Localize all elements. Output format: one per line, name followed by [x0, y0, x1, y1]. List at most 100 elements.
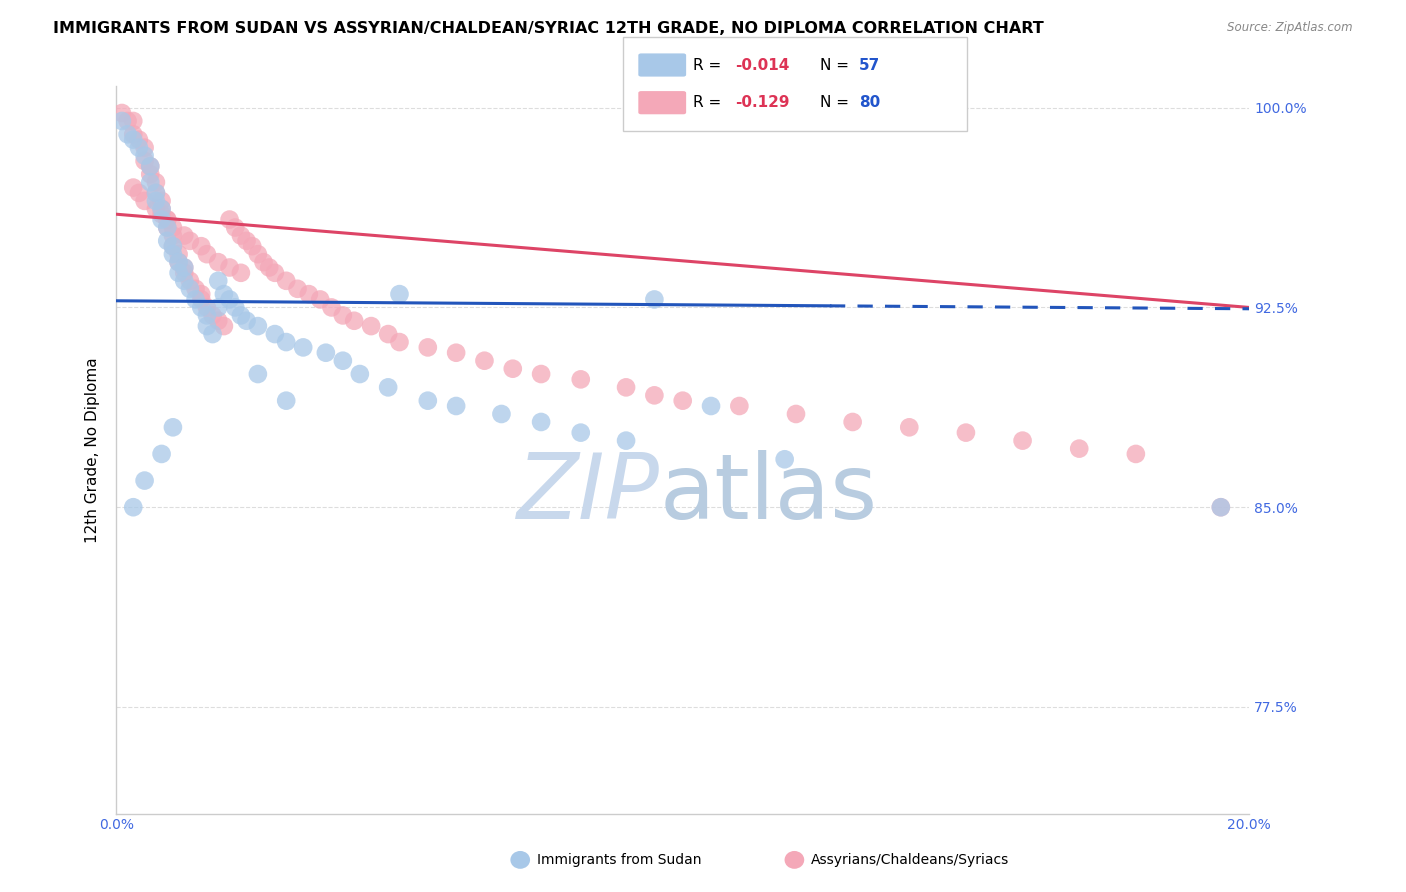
Point [190, 287, 212, 301]
Point [207, 255, 229, 269]
Point [150, 207, 173, 221]
Point [150, 202, 173, 216]
Point [360, 319, 382, 334]
Point [195, 309, 218, 323]
Text: Source: ZipAtlas.com: Source: ZipAtlas.com [1227, 21, 1353, 35]
Point [173, 260, 195, 275]
Point [207, 314, 229, 328]
Point [134, 148, 156, 162]
Point [162, 220, 184, 235]
Point [145, 194, 167, 208]
Point [145, 202, 167, 216]
Point [184, 293, 207, 307]
Point [276, 393, 298, 408]
Point [502, 361, 524, 376]
Point [122, 114, 145, 128]
Point [377, 327, 399, 342]
Point [145, 175, 167, 189]
Point [235, 314, 257, 328]
Point [162, 420, 184, 434]
Point [195, 247, 218, 261]
Point [1209, 500, 1232, 515]
Point [128, 133, 150, 147]
Point [190, 301, 212, 315]
Point [672, 393, 695, 408]
Point [162, 239, 184, 253]
Point [321, 301, 343, 315]
Point [122, 133, 145, 147]
Point [343, 314, 366, 328]
Point [150, 447, 173, 461]
Text: 57: 57 [859, 57, 880, 72]
Point [139, 159, 162, 173]
Point [315, 345, 337, 359]
Point [156, 212, 179, 227]
Text: 80: 80 [859, 95, 880, 111]
Point [156, 220, 179, 235]
Point [643, 388, 665, 402]
Point [252, 255, 274, 269]
Point [195, 319, 218, 334]
Point [257, 260, 280, 275]
Point [309, 293, 332, 307]
Point [388, 287, 411, 301]
Point [276, 274, 298, 288]
Point [224, 301, 246, 315]
Point [167, 247, 190, 261]
Point [134, 194, 156, 208]
Point [841, 415, 863, 429]
Point [117, 114, 139, 128]
Point [773, 452, 796, 467]
Point [416, 340, 439, 354]
Point [117, 128, 139, 142]
Point [246, 319, 269, 334]
Point [179, 274, 201, 288]
Point [569, 425, 592, 440]
Point [134, 140, 156, 154]
Point [388, 334, 411, 349]
Text: R =: R = [693, 57, 727, 72]
Point [1011, 434, 1033, 448]
Point [530, 367, 553, 381]
Point [349, 367, 371, 381]
Point [218, 212, 240, 227]
Text: -0.129: -0.129 [735, 95, 790, 111]
Point [292, 340, 315, 354]
Point [728, 399, 751, 413]
Point [229, 309, 252, 323]
Point [150, 202, 173, 216]
Text: R =: R = [693, 95, 727, 111]
Point [240, 239, 263, 253]
Point [150, 212, 173, 227]
Point [128, 140, 150, 154]
Point [156, 220, 179, 235]
Point [195, 301, 218, 315]
Point [139, 175, 162, 189]
Point [229, 228, 252, 243]
Point [122, 128, 145, 142]
Point [145, 186, 167, 200]
Point [167, 255, 190, 269]
Point [332, 309, 354, 323]
Point [179, 282, 201, 296]
Point [298, 287, 321, 301]
Point [474, 353, 496, 368]
Point [218, 260, 240, 275]
Point [224, 220, 246, 235]
Point [246, 247, 269, 261]
Point [377, 380, 399, 394]
Point [190, 239, 212, 253]
Text: N =: N = [820, 95, 853, 111]
Text: IMMIGRANTS FROM SUDAN VS ASSYRIAN/CHALDEAN/SYRIAC 12TH GRADE, NO DIPLOMA CORRELA: IMMIGRANTS FROM SUDAN VS ASSYRIAN/CHALDE… [53, 21, 1045, 37]
Text: N =: N = [820, 57, 853, 72]
Point [444, 345, 467, 359]
Point [229, 266, 252, 280]
Point [785, 407, 807, 421]
Point [207, 301, 229, 315]
Point [530, 415, 553, 429]
Point [569, 372, 592, 386]
Point [139, 159, 162, 173]
Point [1069, 442, 1091, 456]
Point [162, 239, 184, 253]
Text: Immigrants from Sudan: Immigrants from Sudan [537, 853, 702, 867]
